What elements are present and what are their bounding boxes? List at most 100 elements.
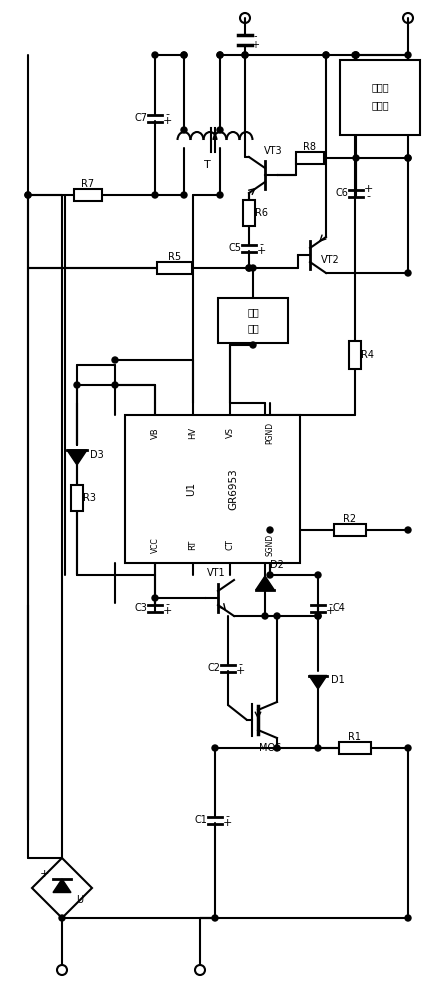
Text: +: + — [363, 184, 373, 194]
Bar — [334, 524, 366, 536]
Circle shape — [405, 270, 411, 276]
Polygon shape — [309, 676, 327, 689]
Circle shape — [405, 915, 411, 921]
Text: R6: R6 — [255, 208, 269, 218]
Text: 电路: 电路 — [247, 324, 259, 334]
Text: C6: C6 — [336, 188, 348, 198]
Text: C5: C5 — [228, 243, 242, 253]
Circle shape — [315, 572, 321, 578]
Circle shape — [74, 382, 80, 388]
Text: R1: R1 — [348, 732, 362, 742]
Text: PGND: PGND — [265, 422, 274, 444]
Bar — [340, 60, 420, 135]
Text: -: - — [238, 660, 242, 670]
Circle shape — [181, 127, 187, 133]
Circle shape — [250, 265, 256, 271]
Text: VT3: VT3 — [264, 146, 282, 156]
Circle shape — [181, 52, 187, 58]
Text: -: - — [366, 192, 370, 202]
Bar — [349, 341, 361, 369]
Circle shape — [152, 595, 158, 601]
Circle shape — [353, 52, 359, 58]
Circle shape — [246, 265, 252, 271]
Text: -: - — [225, 812, 229, 822]
Text: T: T — [204, 160, 210, 170]
Circle shape — [353, 155, 359, 161]
Circle shape — [217, 52, 223, 58]
Text: MOS: MOS — [259, 743, 281, 753]
Text: +: + — [235, 666, 245, 676]
Circle shape — [246, 265, 252, 271]
Text: C1: C1 — [194, 815, 207, 825]
Circle shape — [242, 52, 248, 58]
Circle shape — [353, 52, 359, 58]
Circle shape — [25, 192, 31, 198]
Circle shape — [152, 192, 158, 198]
Text: VT2: VT2 — [321, 255, 340, 265]
Text: VT1: VT1 — [207, 568, 225, 578]
Polygon shape — [53, 879, 71, 892]
Text: -: - — [253, 31, 257, 41]
Circle shape — [152, 52, 158, 58]
Circle shape — [267, 572, 273, 578]
Text: D3: D3 — [90, 450, 104, 460]
Circle shape — [181, 192, 187, 198]
Circle shape — [217, 127, 223, 133]
Bar — [339, 742, 371, 754]
Circle shape — [405, 155, 411, 161]
Polygon shape — [67, 450, 87, 465]
Text: RT: RT — [188, 540, 198, 550]
Text: CT: CT — [225, 540, 235, 550]
Bar — [71, 485, 83, 511]
Text: R5: R5 — [168, 252, 182, 262]
Circle shape — [217, 52, 223, 58]
Text: D2: D2 — [270, 560, 284, 570]
Text: +: + — [256, 246, 265, 256]
Text: C3: C3 — [135, 603, 147, 613]
Text: -: - — [165, 109, 169, 119]
Text: -: - — [259, 239, 263, 249]
Circle shape — [212, 745, 218, 751]
Circle shape — [323, 52, 329, 58]
Circle shape — [323, 52, 329, 58]
Text: +: + — [39, 869, 49, 879]
Text: +: + — [251, 40, 259, 50]
Text: VS: VS — [225, 428, 235, 438]
Text: D1: D1 — [331, 675, 345, 685]
Text: +: + — [222, 818, 232, 828]
Circle shape — [25, 192, 31, 198]
Text: R2: R2 — [344, 514, 357, 524]
Circle shape — [274, 745, 280, 751]
Text: R8: R8 — [303, 142, 317, 152]
Bar — [296, 152, 324, 164]
Text: GR6953: GR6953 — [228, 468, 239, 510]
Circle shape — [59, 915, 65, 921]
Circle shape — [242, 52, 248, 58]
Circle shape — [405, 745, 411, 751]
Text: R3: R3 — [83, 493, 97, 503]
Bar — [243, 200, 255, 226]
Text: C7: C7 — [135, 113, 147, 123]
Text: SGND: SGND — [265, 534, 274, 556]
Text: 稳频: 稳频 — [247, 308, 259, 318]
Circle shape — [112, 357, 118, 363]
Circle shape — [315, 613, 321, 619]
Text: VB: VB — [150, 427, 160, 439]
Circle shape — [405, 52, 411, 58]
Circle shape — [405, 527, 411, 533]
Text: +: + — [162, 606, 172, 616]
Circle shape — [267, 527, 273, 533]
Bar — [125, 415, 300, 563]
Circle shape — [212, 915, 218, 921]
Circle shape — [405, 155, 411, 161]
Text: VCC: VCC — [150, 537, 160, 553]
Polygon shape — [256, 576, 274, 589]
Bar — [157, 262, 193, 274]
Text: 功率放: 功率放 — [371, 83, 389, 93]
Text: -: - — [165, 599, 169, 609]
Text: C4: C4 — [333, 603, 345, 613]
Circle shape — [352, 52, 358, 58]
Text: 大电路: 大电路 — [371, 101, 389, 110]
Text: HV: HV — [188, 427, 198, 439]
Text: C2: C2 — [208, 663, 220, 673]
